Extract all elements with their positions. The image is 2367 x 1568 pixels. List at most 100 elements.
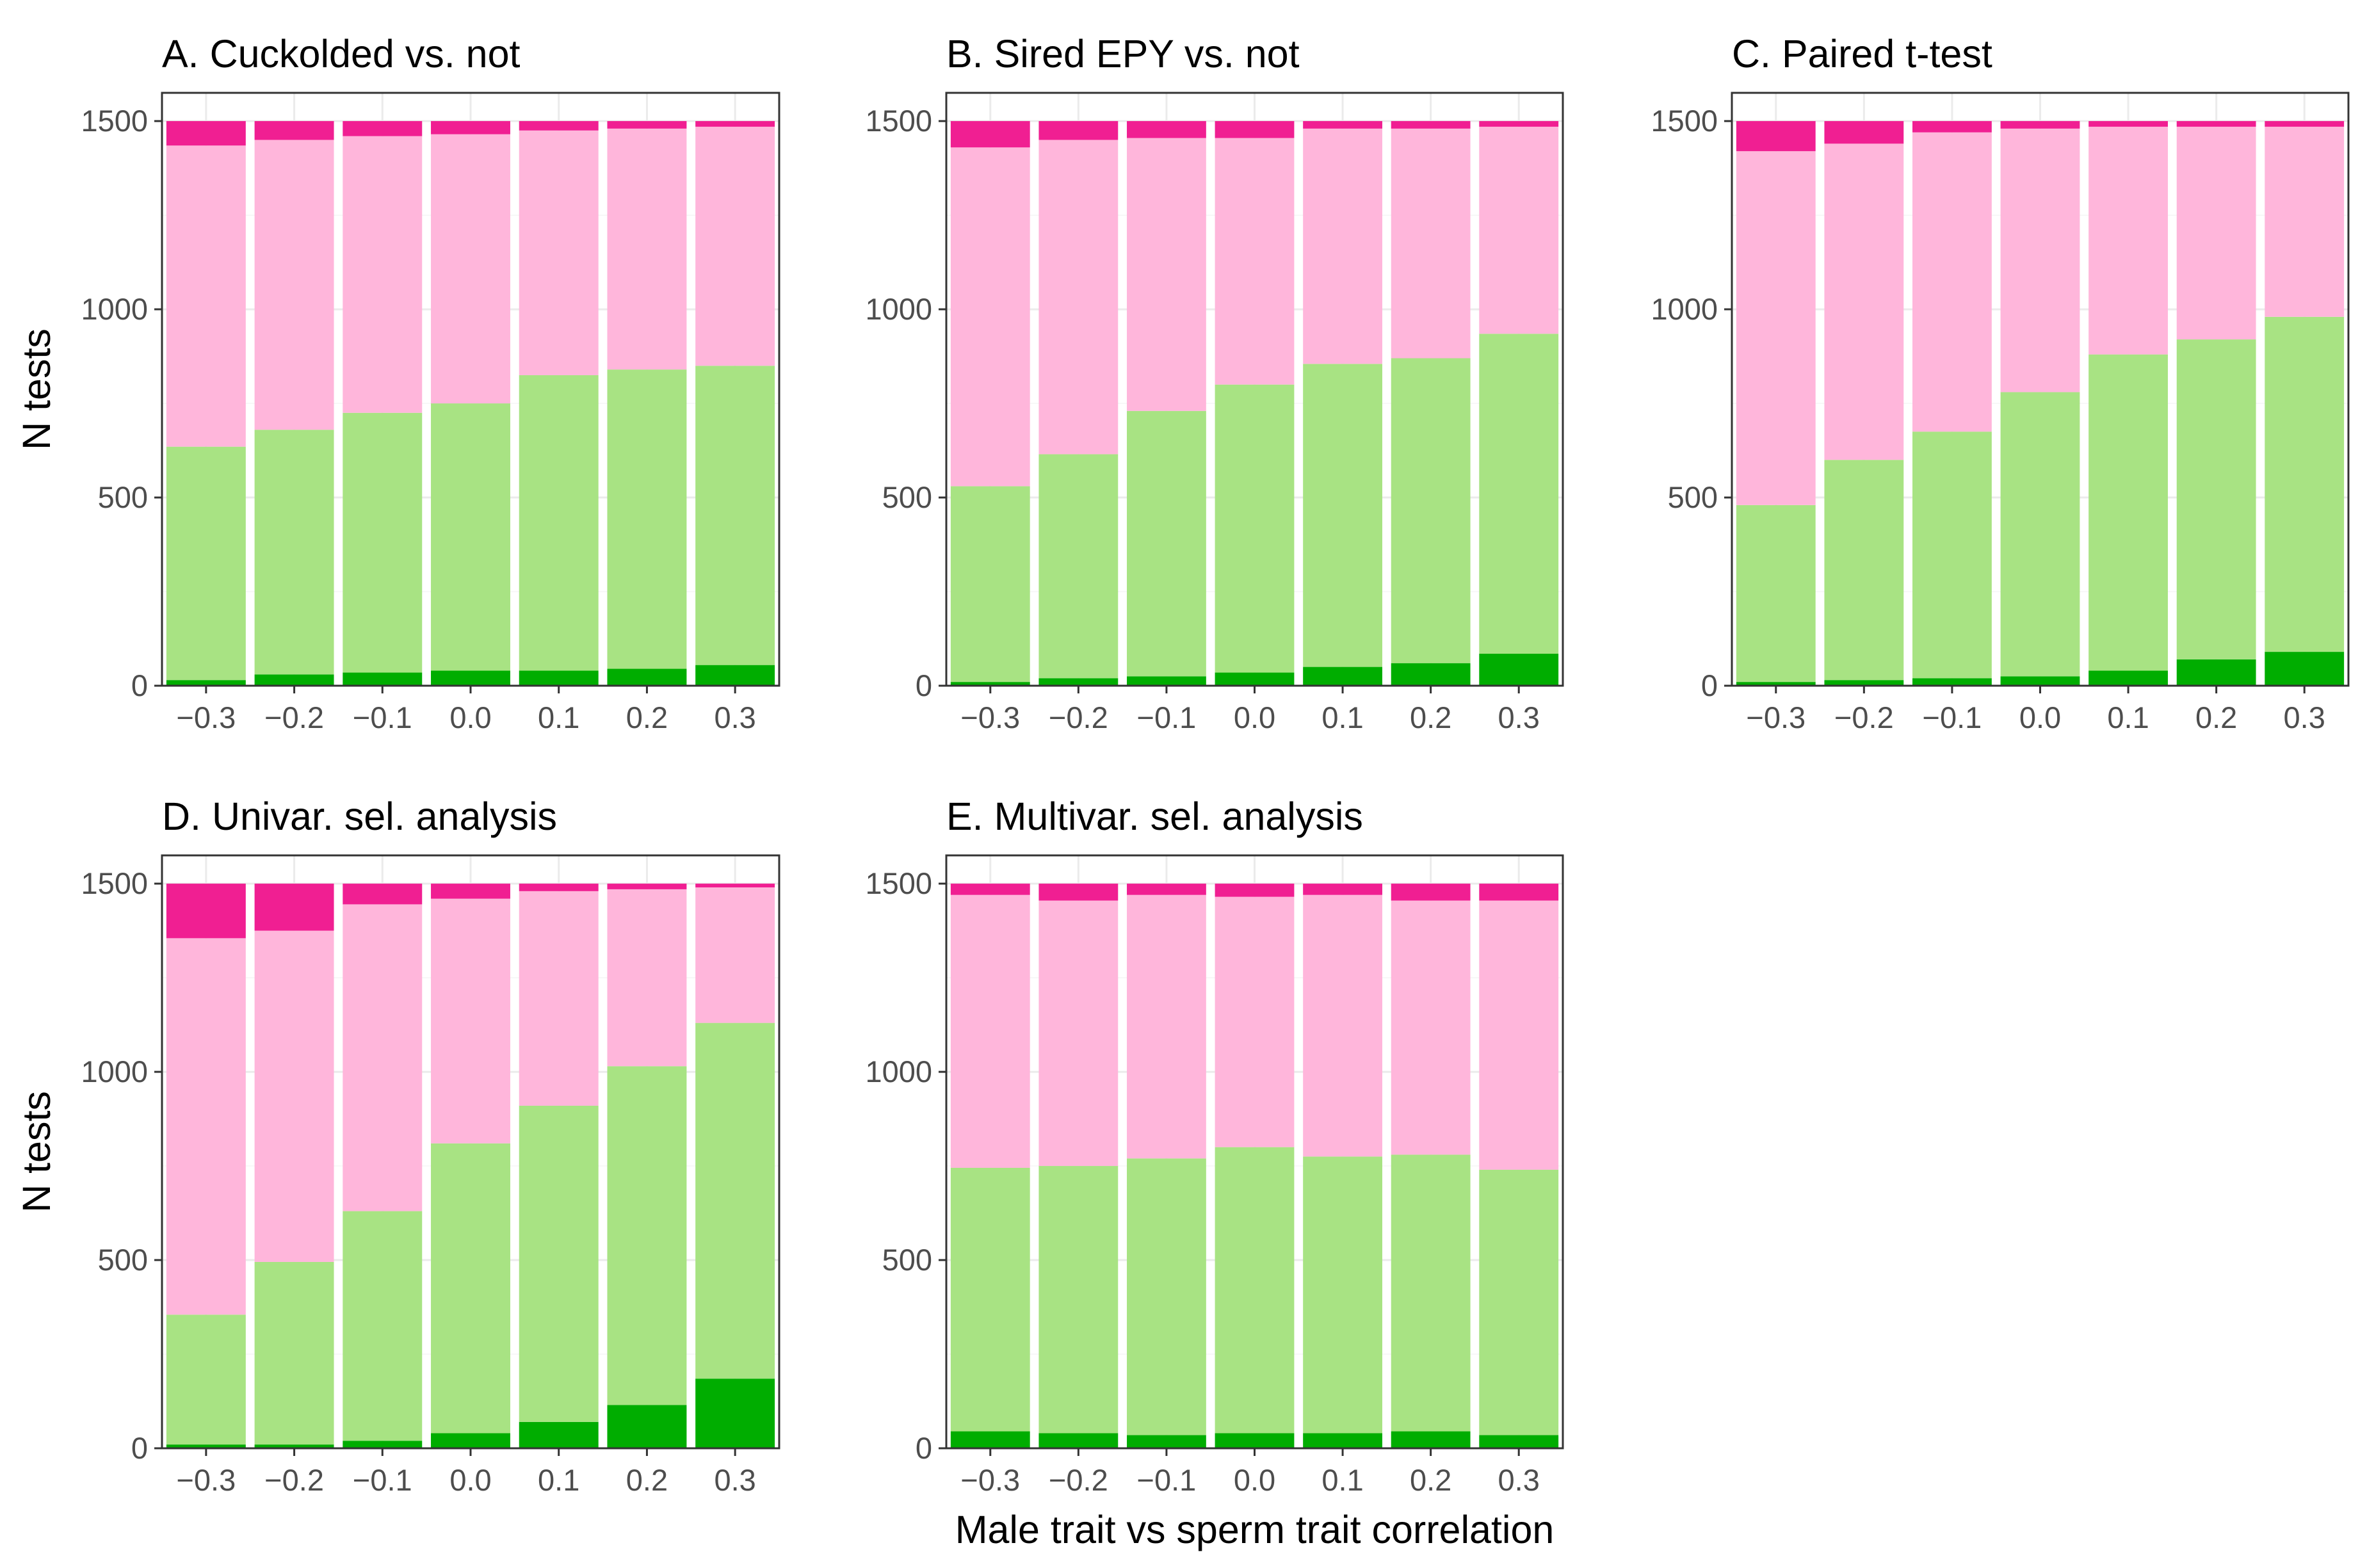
bar-segment — [1824, 460, 1904, 681]
x-tick-label: 0.0 — [2019, 700, 2061, 734]
x-tick-label: 0.1 — [2107, 700, 2149, 734]
bar-segment — [1038, 900, 1119, 1167]
bar-segment — [2088, 126, 2168, 355]
x-tick-label: −0.2 — [264, 1463, 324, 1497]
bar-segment — [1824, 680, 1904, 686]
bar-segment — [519, 1421, 599, 1448]
panel-title: E. Multivar. sel. analysis — [946, 795, 1363, 838]
bar-segment — [431, 884, 510, 899]
bar-segment — [607, 889, 687, 1067]
bar-segment — [695, 665, 775, 686]
bar-segment — [343, 884, 423, 905]
bar-segment — [607, 121, 687, 129]
bar-segment — [1912, 132, 1992, 432]
bar-segment — [166, 145, 246, 447]
x-axis-title: Male trait vs sperm trait correlation — [955, 1508, 1555, 1551]
x-tick-label: 0.0 — [449, 700, 491, 734]
x-tick-label: 0.1 — [538, 1463, 579, 1497]
bar-segment — [695, 121, 775, 127]
y-tick-label: 0 — [916, 1431, 932, 1465]
bar-segment — [2000, 128, 2080, 392]
bar-segment — [1479, 1169, 1559, 1435]
x-tick-label: −0.1 — [1137, 1463, 1197, 1497]
bar-segment — [519, 121, 599, 131]
panel-title: D. Univar. sel. analysis — [162, 795, 557, 838]
x-tick-label: 0.2 — [626, 1463, 668, 1497]
x-tick-label: −0.3 — [1746, 700, 1806, 734]
bar-segment — [1824, 121, 1904, 144]
y-tick-label: 1500 — [865, 866, 932, 900]
bar-segment — [607, 128, 687, 370]
bar-segment — [1303, 667, 1382, 686]
bar-segment — [1736, 151, 1816, 505]
x-tick-label: 0.1 — [1321, 1463, 1363, 1497]
bar-segment — [254, 884, 334, 931]
y-tick-label: 1000 — [1651, 292, 1718, 326]
bar-segment — [1479, 121, 1559, 127]
x-tick-label: −0.2 — [1834, 700, 1894, 734]
x-tick-label: 0.2 — [1410, 1463, 1451, 1497]
x-tick-label: 0.3 — [714, 1463, 755, 1497]
bar-segment — [1038, 121, 1119, 140]
bar-segment — [1215, 138, 1295, 385]
bar-segment — [1215, 672, 1295, 686]
x-tick-label: 0.3 — [714, 700, 755, 734]
bar-segment — [1391, 900, 1471, 1155]
bar-segment — [431, 134, 510, 404]
x-tick-label: −0.3 — [960, 700, 1020, 734]
bar-segment — [166, 446, 246, 681]
x-tick-label: 0.2 — [626, 700, 668, 734]
panel-b: 0 500 1000 1500 −0.3 −0.2 −0.1 0.0 0.1 0.2 0.3 B. S… — [865, 32, 1564, 734]
x-tick-label: −0.3 — [176, 700, 236, 734]
bar-segment — [950, 121, 1030, 148]
bar-segment — [950, 486, 1030, 683]
bar-segment — [950, 682, 1030, 686]
x-tick-label: −0.1 — [353, 700, 412, 734]
bar-segment — [166, 884, 246, 939]
bar-segment — [519, 1105, 599, 1422]
bar-segment — [1479, 1435, 1559, 1448]
panel-title: A. Cuckolded vs. not — [162, 32, 521, 76]
bar-segment — [431, 403, 510, 671]
bar-segment — [166, 1314, 246, 1445]
y-tick-label: 1000 — [865, 292, 932, 326]
bar-segment — [695, 366, 775, 665]
bar-segment — [1038, 454, 1119, 679]
x-tick-label: 0.0 — [1234, 700, 1275, 734]
bar-segment — [1391, 128, 1471, 359]
x-tick-label: 0.1 — [538, 700, 579, 734]
bar-segment — [1038, 884, 1119, 901]
bar-segment — [2088, 354, 2168, 671]
x-tick-label: −0.1 — [1137, 700, 1197, 734]
bar-segment — [431, 898, 510, 1144]
y-tick-label: 0 — [916, 668, 932, 702]
bar-segment — [2176, 339, 2256, 659]
bar-segment — [950, 1431, 1030, 1448]
bar-segment — [607, 668, 687, 686]
y-tick-label: 0 — [1701, 668, 1718, 702]
bar-segment — [343, 136, 423, 413]
bar-segment — [254, 930, 334, 1262]
bar-segment — [1303, 894, 1382, 1157]
x-tick-label: 0.2 — [2195, 700, 2237, 734]
bar-segment — [1391, 1154, 1471, 1432]
bar-segment — [2000, 676, 2080, 686]
bar-segment — [1215, 384, 1295, 673]
bar-segment — [1038, 1166, 1119, 1434]
bar-segment — [343, 904, 423, 1211]
y-tick-label: 1000 — [865, 1055, 932, 1088]
bar-segment — [1912, 432, 1992, 679]
bar-segment — [1479, 334, 1559, 654]
bar-segment — [1303, 128, 1382, 364]
bar-segment — [166, 121, 246, 146]
bar-segment — [1479, 884, 1559, 901]
bar-segment — [254, 121, 334, 140]
bar-segment — [343, 1211, 423, 1441]
bar-segment — [695, 1022, 775, 1379]
x-tick-label: 0.3 — [1498, 1463, 1540, 1497]
bar-segment — [2088, 121, 2168, 127]
bar-segment — [695, 884, 775, 887]
bar-segment — [2176, 126, 2256, 340]
bar-segment — [1127, 1158, 1206, 1435]
bar-segment — [519, 375, 599, 671]
